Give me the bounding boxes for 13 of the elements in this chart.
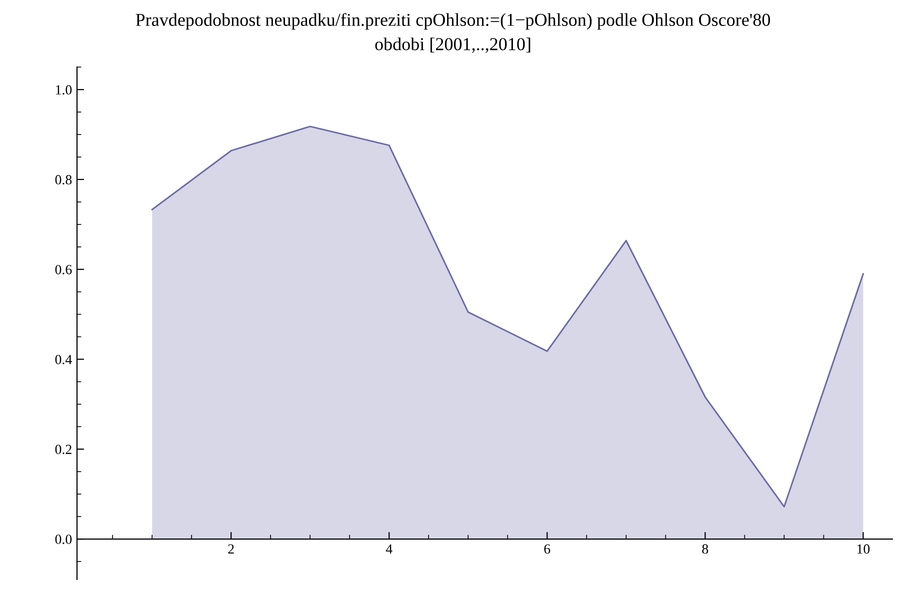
- chart-subtitle: obdobi [2001,..,2010]: [375, 38, 530, 53]
- x-tick-label: 6: [544, 544, 550, 554]
- x-tick-label: 8: [702, 544, 708, 554]
- y-tick-label: 0.4: [55, 354, 72, 364]
- y-tick-label: 0.2: [55, 444, 72, 454]
- y-tick-label: 0.8: [55, 175, 72, 184]
- y-tick-label: 0.0: [55, 534, 72, 544]
- x-tick-label: 2: [228, 544, 234, 554]
- chart-title: Pravdepodobnost neupadku/fin.preziti cpOhlson:=(1−pOhlson) podle Ohlson Oscore'80: [136, 13, 770, 30]
- y-tick-label: 1.0: [56, 85, 72, 95]
- y-tick-label: 0.6: [55, 264, 72, 274]
- x-tick-label: 4: [386, 544, 392, 554]
- x-tick-label: 10: [857, 544, 870, 554]
